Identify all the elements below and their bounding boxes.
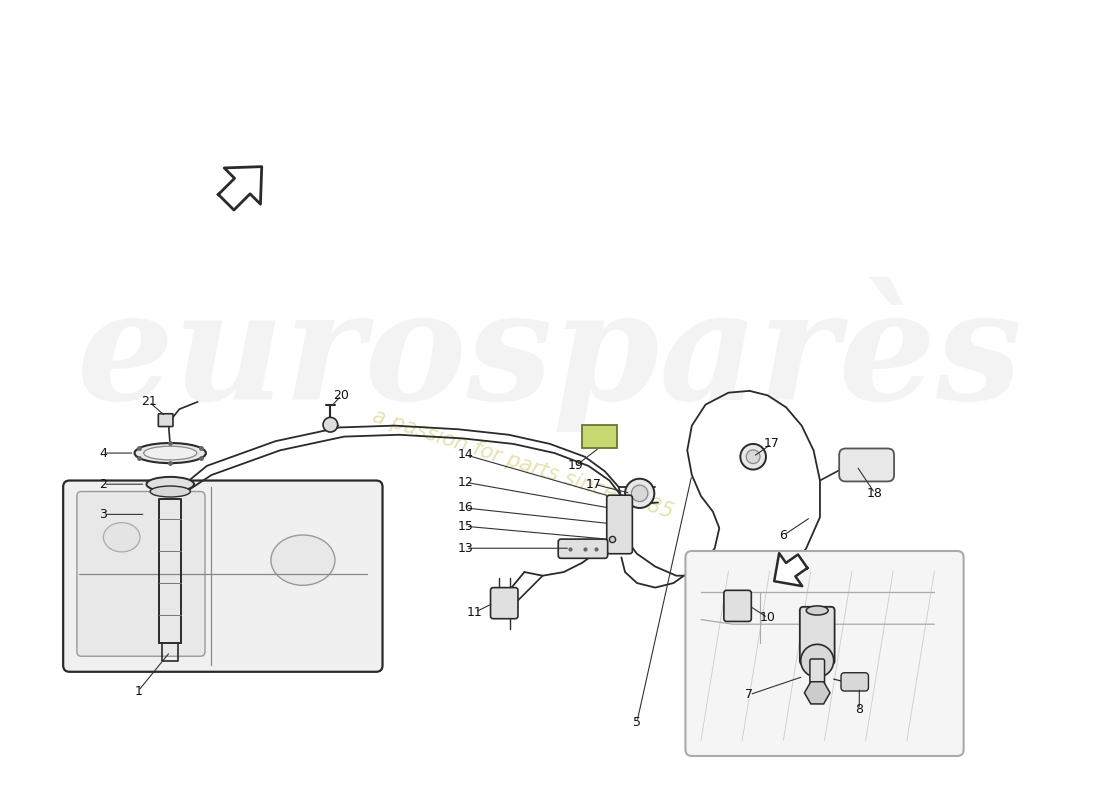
Text: 10: 10: [760, 611, 775, 624]
FancyBboxPatch shape: [63, 481, 383, 672]
Text: 13: 13: [458, 542, 474, 554]
Text: eurosparès: eurosparès: [77, 277, 1023, 432]
Circle shape: [323, 418, 338, 432]
Text: 17: 17: [586, 478, 602, 490]
Text: 4: 4: [99, 446, 108, 459]
Ellipse shape: [806, 606, 828, 615]
Ellipse shape: [746, 450, 760, 464]
Text: 20: 20: [333, 389, 350, 402]
Text: a passion for parts since 1985: a passion for parts since 1985: [370, 406, 675, 522]
Ellipse shape: [103, 522, 140, 552]
Text: 8: 8: [856, 703, 864, 716]
Text: 6: 6: [780, 529, 788, 542]
Ellipse shape: [625, 478, 654, 508]
Circle shape: [801, 644, 834, 678]
Text: 18: 18: [867, 487, 883, 500]
FancyBboxPatch shape: [491, 587, 518, 618]
Text: 14: 14: [458, 449, 474, 462]
Text: 21: 21: [141, 395, 157, 408]
Ellipse shape: [146, 477, 194, 491]
Polygon shape: [774, 553, 807, 586]
Polygon shape: [219, 166, 262, 210]
FancyBboxPatch shape: [685, 551, 964, 756]
Text: 15: 15: [458, 520, 474, 533]
Ellipse shape: [271, 535, 334, 586]
Ellipse shape: [144, 446, 197, 460]
Text: 11: 11: [468, 606, 483, 619]
Ellipse shape: [134, 443, 206, 463]
Text: 1: 1: [134, 685, 142, 698]
Text: 2: 2: [99, 478, 108, 490]
Polygon shape: [804, 682, 830, 704]
FancyBboxPatch shape: [582, 425, 617, 447]
Ellipse shape: [740, 444, 766, 470]
FancyBboxPatch shape: [842, 673, 869, 691]
Text: 19: 19: [568, 459, 583, 472]
FancyBboxPatch shape: [558, 539, 607, 558]
Text: 17: 17: [763, 438, 780, 450]
Ellipse shape: [150, 486, 190, 497]
FancyBboxPatch shape: [839, 449, 894, 482]
FancyBboxPatch shape: [607, 495, 632, 554]
Text: 12: 12: [458, 476, 474, 489]
FancyBboxPatch shape: [810, 659, 825, 694]
FancyBboxPatch shape: [800, 607, 835, 665]
Text: 7: 7: [746, 688, 754, 701]
Ellipse shape: [631, 485, 648, 502]
FancyBboxPatch shape: [724, 590, 751, 622]
Text: 16: 16: [458, 502, 474, 514]
Text: 5: 5: [632, 716, 641, 729]
Text: 3: 3: [99, 508, 108, 521]
FancyBboxPatch shape: [158, 414, 173, 426]
FancyBboxPatch shape: [77, 491, 205, 656]
